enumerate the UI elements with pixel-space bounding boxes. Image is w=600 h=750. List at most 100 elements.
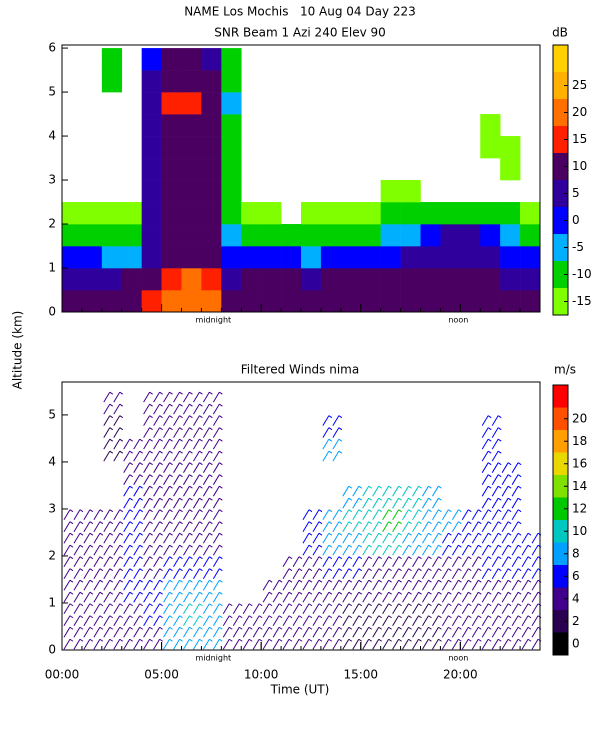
wind-barb (491, 591, 499, 603)
wind-barb (143, 626, 151, 638)
wind-barb (362, 544, 370, 556)
colorbar-swatch (553, 632, 568, 655)
wind-barb-flag (109, 638, 114, 642)
wind-barb (402, 521, 409, 532)
wind-barb-flag (338, 544, 343, 548)
wind-barb-flag (179, 485, 183, 489)
wind-barb (432, 603, 439, 614)
wind-barb (441, 568, 449, 579)
wind-barb-flag (129, 615, 133, 619)
wind-barb-flag (288, 568, 293, 572)
wind-barb-flag (318, 532, 323, 536)
wind-barb-flag (328, 568, 333, 572)
wind-barb-flag (129, 556, 133, 560)
wind-barb-flag (278, 579, 283, 583)
wind-barb-flag (358, 626, 363, 630)
wind-barb-flag (428, 532, 432, 536)
wind-barb-flag (418, 532, 422, 536)
wind-barb (73, 579, 81, 591)
wind-barb (282, 603, 290, 614)
wind-barb (193, 415, 200, 426)
wind-barb-flag (338, 450, 343, 454)
wind-barb-flag (418, 497, 422, 501)
wind-barb-flag (139, 474, 143, 478)
wind-barb (83, 532, 91, 544)
wind-barb-flag (139, 450, 143, 454)
wind-barb (83, 521, 91, 532)
wind-barb (202, 497, 210, 509)
cell (101, 48, 123, 71)
wind-barb (113, 532, 121, 544)
wind-barb (491, 521, 499, 532)
wind-barb-flag (129, 568, 133, 572)
wind-barb (63, 579, 71, 591)
wind-barb (501, 603, 509, 614)
wind-barb-flag (487, 521, 492, 525)
wind-barb-flag (418, 591, 422, 595)
wind-barb-flag (219, 626, 223, 630)
cell (241, 290, 262, 313)
wind-barb-flag (428, 509, 432, 513)
wind-barb (173, 638, 180, 650)
wind-barb (402, 532, 409, 544)
wind-barb-flag (298, 568, 303, 572)
wind-barb-flag (398, 521, 402, 525)
wind-barb-flag (468, 591, 472, 595)
wind-barb (382, 485, 390, 497)
wind-barb-flag (129, 521, 133, 525)
wind-barb-flag (388, 556, 392, 560)
annotation: noon (448, 654, 468, 663)
wind-barb-flag (169, 544, 173, 548)
wind-barb (382, 591, 390, 603)
wind-barb-flag (209, 626, 213, 630)
wind-barb (392, 532, 400, 544)
wind-barb (461, 556, 469, 567)
wind-barb (402, 568, 409, 579)
wind-barb (342, 638, 350, 650)
wind-barb (461, 509, 469, 520)
wind-barb-flag (308, 544, 313, 548)
wind-barb-flag (129, 485, 133, 489)
wind-barb (212, 497, 220, 509)
wind-barb (173, 462, 180, 473)
wind-barb (212, 391, 220, 403)
wind-barb (183, 521, 190, 532)
wind-barb-flag (219, 532, 223, 536)
wind-barb (222, 638, 230, 650)
wind-barb-flag (368, 532, 372, 536)
wind-barb-flag (149, 591, 153, 595)
y-tick-label: 6 (48, 41, 56, 55)
wind-barb-flag (169, 391, 173, 395)
wind-barb-flag (189, 603, 193, 607)
wind-barb (352, 509, 360, 520)
cell (161, 114, 182, 137)
wind-barb-flag (179, 579, 183, 583)
wind-barb-flag (229, 638, 233, 642)
wind-barb-flag (129, 532, 133, 536)
wind-barb-flag (517, 579, 522, 583)
cell (121, 224, 142, 247)
cell (281, 246, 302, 269)
cell (380, 268, 401, 291)
wind-barb-flag (129, 544, 133, 548)
wind-barb-flag (418, 603, 422, 607)
wind-barb (202, 415, 210, 426)
wind-barb-flag (497, 450, 502, 454)
wind-barb (362, 568, 370, 579)
wind-barb-flag (109, 509, 114, 513)
wind-barb-flag (219, 497, 223, 501)
wind-barb (402, 497, 409, 509)
wind-barb (193, 462, 200, 473)
wind-barb (322, 626, 330, 638)
wind-barb-flag (219, 544, 223, 548)
wind-barb (93, 603, 101, 614)
wind-barb (302, 509, 310, 520)
colorbar-tick-label: 4 (572, 591, 580, 605)
cell (141, 70, 162, 93)
wind-barb-flag (328, 532, 333, 536)
wind-barb-flag (149, 638, 153, 642)
wind-barb-flag (468, 521, 472, 525)
wind-barb (382, 568, 390, 579)
wind-barb-flag (209, 615, 213, 619)
wind-barb (312, 591, 320, 603)
